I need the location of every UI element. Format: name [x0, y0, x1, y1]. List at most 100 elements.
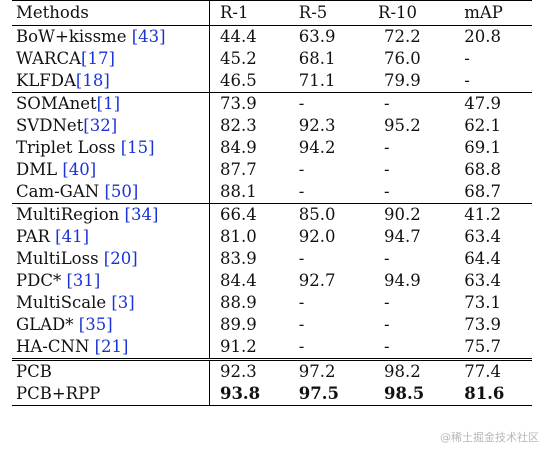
citation-link[interactable]: [34]	[124, 205, 159, 224]
table-row: MultiScale [3] 88.9 - - 73.1	[12, 292, 532, 314]
watermark: @稀土掘金技术社区	[440, 431, 539, 444]
method-name: MultiLoss	[16, 249, 104, 268]
citation-link[interactable]: [21]	[94, 337, 129, 356]
rank1-cell: 84.9	[219, 138, 257, 157]
rank5-cell: -	[290, 92, 369, 115]
rank5-cell: -	[298, 337, 305, 356]
rank5-cell: 85.0	[290, 203, 369, 226]
method-name: SVDNet	[16, 116, 84, 135]
method-name: WARCA	[16, 49, 82, 68]
rank5-cell: -	[298, 315, 305, 334]
rank5-cell: 97.5	[290, 383, 369, 406]
rank1-cell: 88.1	[219, 182, 257, 201]
rank10-cell: 76.0	[384, 49, 421, 68]
map-cell: 63.4	[464, 271, 501, 290]
header-row: Methods R-1 R-5 R-10 mAP	[12, 0, 532, 26]
method-cell: DML [40]	[12, 159, 210, 181]
rank5-cell: 97.2	[290, 358, 369, 383]
rank1-cell: 73.9	[209, 92, 291, 115]
table-row: MultiRegion [34] 66.4 85.0 90.2 41.2	[12, 203, 532, 226]
citation-link[interactable]: [41]	[55, 227, 90, 246]
citation-link[interactable]: [50]	[104, 182, 139, 201]
rank5-cell: 68.1	[298, 49, 336, 68]
method-cell: MultiRegion [34]	[12, 203, 210, 226]
map-cell: 69.1	[464, 138, 501, 157]
method-name: MultiRegion	[16, 205, 125, 224]
map-cell: 62.1	[464, 116, 501, 135]
map-cell: 64.4	[464, 249, 501, 268]
table-row: PDC* [31] 84.4 92.7 94.9 63.4	[12, 270, 532, 292]
method-name: PCB+RPP	[16, 384, 101, 403]
citation-link[interactable]: [17]	[81, 49, 115, 68]
rank10-cell: -	[384, 249, 390, 268]
method-cell: WARCA[17]	[12, 48, 210, 70]
citation-link[interactable]: [31]	[66, 271, 101, 290]
method-cell: PCB	[12, 358, 210, 383]
results-table: Methods R-1 R-5 R-10 mAP BoW+kissme [43]…	[12, 0, 532, 406]
table-row: PAR [41] 81.0 92.0 94.7 63.4	[12, 226, 532, 248]
map-cell: -	[464, 49, 470, 68]
method-cell: PDC* [31]	[12, 270, 210, 292]
method-name: MultiScale	[16, 293, 112, 312]
method-name: SOMAnet	[16, 94, 97, 113]
rank5-cell: -	[298, 249, 305, 268]
rank1-cell: 91.2	[219, 337, 257, 356]
rank1-cell: 81.0	[219, 227, 257, 246]
citation-link[interactable]: [43]	[131, 27, 166, 46]
table-row: MultiLoss [20] 83.9 - - 64.4	[12, 248, 532, 270]
table-row: Triplet Loss [15] 84.9 94.2 - 69.1	[12, 137, 532, 159]
rank1-cell: 44.4	[219, 27, 257, 46]
table-row: SVDNet[32] 82.3 92.3 95.2 62.1	[12, 115, 532, 137]
method-cell: Cam-GAN [50]	[12, 181, 210, 204]
rank5-cell: -	[298, 182, 305, 201]
rank5-cell: 71.1	[298, 71, 336, 90]
citation-link[interactable]: [32]	[83, 116, 118, 135]
rank10-cell: 94.7	[384, 227, 421, 246]
header-map: mAP	[450, 0, 532, 26]
rank10-cell: 79.9	[384, 71, 421, 90]
rank5-cell: 92.3	[298, 116, 336, 135]
method-name: PAR	[16, 227, 56, 246]
rank1-cell: 46.5	[219, 71, 257, 90]
rank5-cell: 92.7	[298, 271, 336, 290]
map-cell: 75.7	[464, 337, 501, 356]
map-cell: 81.6	[450, 383, 532, 406]
citation-link[interactable]: [40]	[62, 160, 97, 179]
citation-link[interactable]: [15]	[120, 138, 155, 157]
method-cell: SVDNet[32]	[12, 115, 210, 137]
citation-link[interactable]: [1]	[96, 94, 121, 113]
rank5-cell: 92.0	[298, 227, 336, 246]
method-cell: GLAD* [35]	[12, 314, 210, 336]
rank10-cell: 98.5	[368, 383, 451, 406]
rank10-cell: 98.2	[368, 358, 451, 383]
method-name: BoW+kissme	[16, 27, 132, 46]
header-r1: R-1	[209, 0, 291, 26]
citation-link[interactable]: [18]	[75, 71, 110, 90]
rank10-cell: 72.2	[384, 27, 421, 46]
table-row: SOMAnet[1] 73.9- -47.9	[12, 92, 532, 115]
method-cell: PCB+RPP	[12, 383, 210, 406]
map-cell: 73.1	[464, 293, 501, 312]
method-cell: Triplet Loss [15]	[12, 137, 210, 159]
map-cell: 77.4	[450, 358, 532, 383]
table-row: HA-CNN [21] 91.2 - - 75.7	[12, 336, 532, 360]
rank10-cell: -	[384, 160, 390, 179]
table-row: PCB 92.3 97.2 98.2 77.4	[12, 358, 532, 383]
map-cell: 41.2	[450, 203, 532, 226]
citation-link[interactable]: [35]	[78, 315, 113, 334]
rank1-cell: 84.4	[219, 271, 257, 290]
rank1-cell: 89.9	[219, 315, 257, 334]
rank10-cell: 94.9	[384, 271, 421, 290]
rank1-cell: 45.2	[219, 49, 257, 68]
header-r5: R-5	[290, 0, 369, 26]
method-cell: BoW+kissme [43]	[12, 25, 210, 48]
table-row: PCB+RPP 93.8 97.5 98.5 81.6	[12, 383, 532, 406]
method-cell: KLFDA[18]	[12, 70, 210, 93]
method-name: Triplet Loss	[16, 138, 121, 157]
rank10-cell: -	[384, 337, 390, 356]
citation-link[interactable]: [3]	[111, 293, 135, 312]
rank1-cell: 93.8	[209, 383, 291, 406]
method-cell: PAR [41]	[12, 226, 210, 248]
citation-link[interactable]: [20]	[103, 249, 138, 268]
rank5-cell: 94.2	[298, 138, 336, 157]
